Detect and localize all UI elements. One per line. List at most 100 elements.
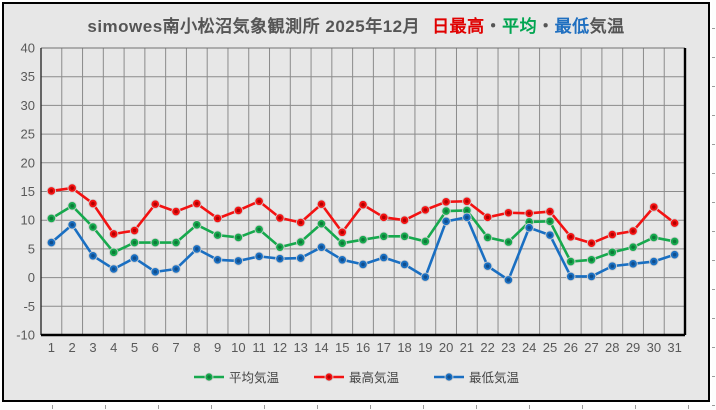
chart-legend: 平均気温 最高気温 最低気温 bbox=[4, 367, 708, 386]
legend-swatch-min-icon bbox=[434, 372, 464, 381]
data-point-center bbox=[672, 252, 677, 257]
chart-title-max-label: 日最高 bbox=[432, 17, 485, 36]
data-point-center bbox=[589, 241, 594, 245]
x-tick-label: 13 bbox=[293, 340, 307, 355]
data-point-center bbox=[132, 256, 137, 260]
x-tick-label: 15 bbox=[335, 340, 349, 355]
data-point-center bbox=[423, 275, 428, 279]
data-point-center bbox=[465, 208, 469, 213]
data-point-center bbox=[548, 219, 552, 224]
data-point-center bbox=[195, 247, 199, 251]
x-tick-label: 2 bbox=[69, 340, 76, 355]
data-point-center bbox=[132, 240, 137, 245]
x-tick-label: 7 bbox=[172, 340, 179, 355]
data-point-center bbox=[153, 202, 158, 206]
data-point-center bbox=[298, 256, 303, 260]
data-point-center bbox=[610, 264, 615, 268]
data-point-center bbox=[631, 262, 635, 266]
legend-item-min: 最低気温 bbox=[433, 367, 519, 386]
data-point-center bbox=[652, 235, 656, 240]
data-point-center bbox=[111, 250, 116, 255]
data-point-center bbox=[485, 215, 490, 220]
x-tick-label: 4 bbox=[110, 340, 117, 355]
data-point-center bbox=[506, 240, 511, 244]
data-point-center bbox=[236, 235, 241, 240]
data-point-center bbox=[195, 201, 199, 206]
x-tick-label: 20 bbox=[439, 340, 453, 355]
page-edge-ticks-right bbox=[712, 0, 716, 410]
data-point-center bbox=[568, 259, 573, 264]
data-point-center bbox=[631, 229, 635, 233]
data-point-center bbox=[70, 222, 74, 227]
data-point-center bbox=[610, 232, 615, 237]
y-tick-label: 30 bbox=[21, 98, 35, 113]
x-tick-label: 30 bbox=[647, 340, 661, 355]
data-point-center bbox=[319, 221, 324, 226]
legend-item-max: 最高気温 bbox=[313, 367, 399, 386]
x-tick-label: 27 bbox=[584, 340, 598, 355]
data-point-center bbox=[257, 227, 261, 232]
data-point-center bbox=[444, 200, 448, 204]
data-point-center bbox=[132, 228, 137, 233]
data-point-center bbox=[278, 216, 282, 220]
x-tick-label: 26 bbox=[564, 340, 578, 355]
y-tick-label: 0 bbox=[28, 270, 35, 285]
x-tick-label: 14 bbox=[314, 340, 328, 355]
x-tick-label: 8 bbox=[193, 340, 200, 355]
data-point-center bbox=[215, 258, 220, 262]
data-point-center bbox=[610, 250, 615, 255]
data-point-center bbox=[153, 240, 158, 245]
data-point-center bbox=[91, 225, 95, 229]
y-tick-label: 5 bbox=[28, 241, 35, 256]
data-point-center bbox=[672, 239, 677, 244]
data-point-center bbox=[465, 199, 469, 204]
data-point-center bbox=[527, 220, 531, 224]
data-point-center bbox=[49, 240, 54, 245]
data-point-center bbox=[298, 220, 303, 225]
x-tick-label: 9 bbox=[214, 340, 221, 355]
data-point-center bbox=[381, 215, 386, 220]
data-point-center bbox=[485, 235, 490, 240]
data-point-center bbox=[527, 211, 531, 216]
data-point-center bbox=[506, 210, 511, 215]
data-point-center bbox=[568, 235, 573, 239]
legend-swatch-average-icon bbox=[193, 372, 224, 381]
data-point-center bbox=[49, 216, 54, 221]
x-tick-label: 25 bbox=[543, 340, 557, 355]
data-point-center bbox=[111, 232, 116, 236]
data-point-center bbox=[340, 258, 345, 262]
x-tick-label: 3 bbox=[89, 340, 96, 355]
data-point-center bbox=[298, 240, 303, 244]
x-tick-label: 28 bbox=[605, 340, 619, 355]
y-tick-label: -10 bbox=[16, 328, 35, 343]
data-point-center bbox=[215, 233, 220, 237]
x-tick-label: 31 bbox=[667, 340, 681, 355]
data-point-center bbox=[236, 259, 241, 263]
x-tick-label: 24 bbox=[522, 340, 536, 355]
legend-swatch-max-icon bbox=[313, 372, 344, 381]
legend-label-average: 平均気温 bbox=[228, 371, 279, 385]
x-tick-label: 12 bbox=[273, 340, 287, 355]
data-point-center bbox=[215, 216, 220, 221]
data-point-center bbox=[485, 264, 490, 268]
x-tick-label: 1 bbox=[48, 340, 55, 355]
x-tick-label: 29 bbox=[626, 340, 640, 355]
data-point-center bbox=[174, 209, 178, 214]
data-point-center bbox=[319, 245, 324, 249]
chart-image-frame: simowes南小松沼気象観測所 2025年12月 日最高・平均・最低気温 40 3… bbox=[2, 2, 710, 402]
data-point-center bbox=[444, 219, 448, 224]
x-tick-label: 11 bbox=[252, 340, 266, 355]
data-point-center bbox=[49, 189, 54, 193]
data-point-center bbox=[319, 202, 324, 206]
x-tick-label: 22 bbox=[480, 340, 494, 355]
data-point-center bbox=[381, 234, 386, 239]
data-point-center bbox=[70, 204, 74, 208]
x-tick-label: 10 bbox=[231, 340, 245, 355]
chart-title-min-label: 最低 bbox=[554, 17, 590, 36]
data-point-center bbox=[174, 240, 178, 245]
y-tick-label: 10 bbox=[21, 213, 35, 228]
data-point-center bbox=[257, 199, 261, 204]
x-tick-label: 18 bbox=[397, 340, 411, 355]
data-point-center bbox=[402, 218, 407, 222]
